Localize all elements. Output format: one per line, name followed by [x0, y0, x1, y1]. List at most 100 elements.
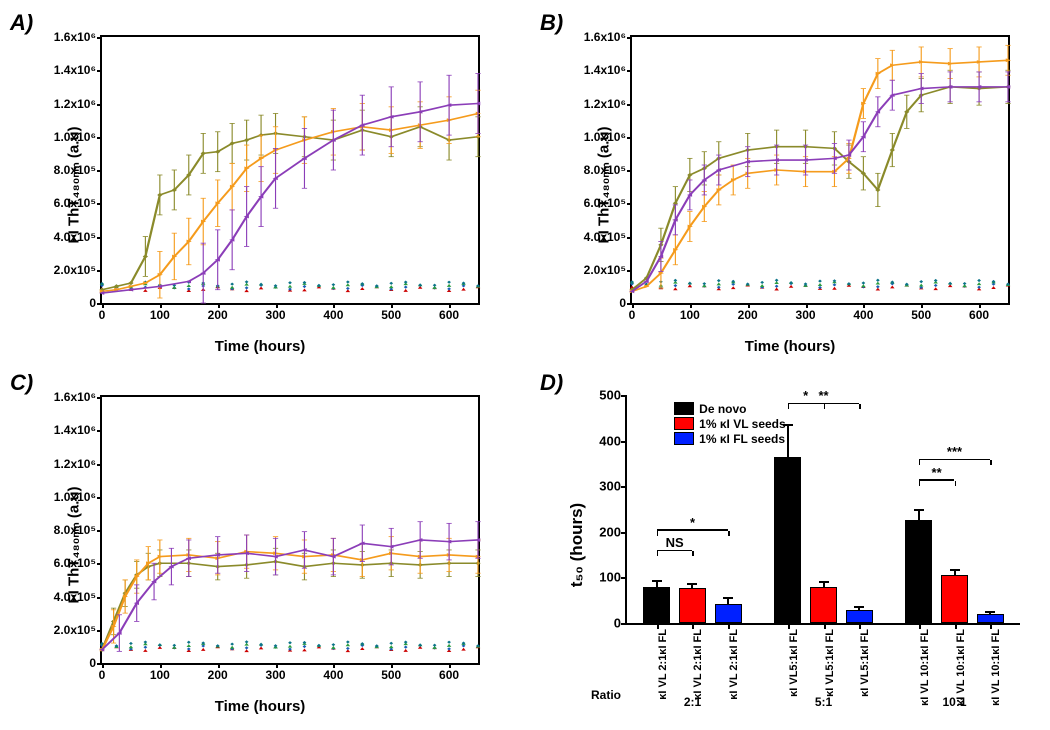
y-tick-label: 2.0x10⁵ [54, 623, 96, 637]
legend-item: De novo [674, 402, 786, 416]
bar [941, 575, 968, 623]
y-tick-label: 2.0x10⁵ [584, 263, 626, 277]
panel-d-label: D) [540, 370, 563, 396]
y-tick-label: 1.6x10⁶ [584, 30, 626, 44]
x-tick-label: 0 [99, 308, 106, 322]
panel-b-label: B) [540, 10, 563, 36]
x-tick-label: 100 [150, 308, 170, 322]
ratio-label: 10:1 [942, 695, 966, 709]
legend-label: De novo [699, 402, 746, 416]
panel-a-plot: 02.0x10⁵4.0x10⁵6.0x10⁵8.0x10⁵1.0x10⁶1.2x… [100, 35, 480, 305]
bar [977, 614, 1004, 623]
y-tick-label: 400 [599, 433, 621, 448]
panel-c-ylabel: FI ThT₄₈₀ₙₘ (a.u) [65, 486, 83, 603]
x-tick-label: 100 [680, 308, 700, 322]
bar-x-label: κI VL 2:1κI FL [657, 629, 669, 700]
y-tick-label: 1.4x10⁶ [584, 63, 626, 77]
bar-x-label: κI VL 10:1κI FL [919, 629, 931, 706]
legend: De novo1% κI VL seeds1% κI FL seeds [674, 402, 786, 447]
panel-a-label: A) [10, 10, 33, 36]
x-tick-label: 300 [266, 308, 286, 322]
panel-b-xlabel: Time (hours) [745, 338, 836, 355]
panel-c-plot: 02.0x10⁵4.0x10⁵6.0x10⁵8.0x10⁵1.0x10⁶1.2x… [100, 395, 480, 665]
panel-b-ylabel: FI ThT₄₈₀ₙₘ (a.u) [595, 126, 613, 243]
panel-b-svg [632, 37, 1008, 303]
bar [905, 520, 932, 623]
panel-d: D) 0100200300400500De novo1% κI VL seeds… [540, 370, 1040, 720]
panel-c-xlabel: Time (hours) [215, 698, 306, 715]
panel-d-ylabel: t₅₀ (hours) [567, 503, 587, 587]
y-tick-label: 1.4x10⁶ [54, 63, 96, 77]
y-tick-label: 0 [89, 296, 96, 310]
bar [846, 610, 873, 623]
y-tick-label: 200 [599, 524, 621, 539]
panel-a-xlabel: Time (hours) [215, 338, 306, 355]
x-tick-label: 500 [381, 308, 401, 322]
y-tick-label: 1.6x10⁶ [54, 30, 96, 44]
legend-label: 1% κI VL seeds [699, 417, 786, 431]
panel-a-ylabel: FI ThT₄₈₀ₙₘ (a.u) [65, 126, 83, 243]
y-tick-label: 1.2x10⁶ [54, 97, 96, 111]
x-tick-label: 300 [796, 308, 816, 322]
y-tick-label: 500 [599, 388, 621, 403]
y-tick-label: 0 [614, 616, 621, 631]
x-tick-label: 600 [969, 308, 989, 322]
x-tick-label: 600 [439, 668, 459, 682]
legend-item: 1% κI FL seeds [674, 432, 786, 446]
bar-x-label: κI VL5:1κI FL [788, 629, 800, 697]
legend-item: 1% κI VL seeds [674, 417, 786, 431]
bar-x-label: κI VL 2:1κI FL [728, 629, 740, 700]
panel-c-label: C) [10, 370, 33, 396]
x-tick-label: 400 [853, 308, 873, 322]
y-tick-label: 100 [599, 570, 621, 585]
y-tick-label: 1.6x10⁶ [54, 390, 96, 404]
x-tick-label: 600 [439, 308, 459, 322]
y-tick-label: 2.0x10⁵ [54, 263, 96, 277]
x-tick-label: 0 [629, 308, 636, 322]
legend-label: 1% κI FL seeds [699, 432, 785, 446]
bar-x-label: κI VL 2:1κI FL [692, 629, 704, 700]
legend-swatch [674, 417, 694, 430]
bar [715, 604, 742, 623]
significance-label: ** [932, 465, 942, 480]
panel-c-svg [102, 397, 478, 663]
significance-label: *** [947, 444, 962, 459]
panel-a-svg [102, 37, 478, 303]
panel-d-plot: 0100200300400500De novo1% κI VL seeds1% … [625, 395, 1020, 625]
y-tick-label: 0 [619, 296, 626, 310]
legend-swatch [674, 402, 694, 415]
panel-b: B) 02.0x10⁵4.0x10⁵6.0x10⁵8.0x10⁵1.0x10⁶1… [540, 10, 1040, 360]
x-tick-label: 0 [99, 668, 106, 682]
x-tick-label: 400 [323, 668, 343, 682]
bar [774, 457, 801, 623]
significance-label: ** [818, 388, 828, 403]
y-tick-label: 1.2x10⁶ [584, 97, 626, 111]
ratio-label: 5:1 [815, 695, 832, 709]
x-tick-label: 100 [150, 668, 170, 682]
x-tick-label: 400 [323, 308, 343, 322]
bar-x-label: κI VL5:1κI FL [824, 629, 836, 697]
bar-x-label: κI VL 10:1κI FL [990, 629, 1002, 706]
bar [679, 588, 706, 623]
x-tick-label: 500 [381, 668, 401, 682]
panel-b-plot: 02.0x10⁵4.0x10⁵6.0x10⁵8.0x10⁵1.0x10⁶1.2x… [630, 35, 1010, 305]
x-tick-label: 300 [266, 668, 286, 682]
ratio-label: 2:1 [684, 695, 701, 709]
panel-a: A) 02.0x10⁵4.0x10⁵6.0x10⁵8.0x10⁵1.0x10⁶1… [10, 10, 510, 360]
significance-label: * [690, 515, 695, 530]
x-tick-label: 500 [911, 308, 931, 322]
bar [643, 587, 670, 623]
legend-swatch [674, 432, 694, 445]
bar [810, 587, 837, 623]
significance-label: NS [666, 535, 684, 550]
y-tick-label: 0 [89, 656, 96, 670]
y-tick-label: 1.4x10⁶ [54, 423, 96, 437]
bar-x-label: κI VL5:1κI FL [859, 629, 871, 697]
panel-c: C) 02.0x10⁵4.0x10⁵6.0x10⁵8.0x10⁵1.0x10⁶1… [10, 370, 510, 720]
y-tick-label: 1.2x10⁶ [54, 457, 96, 471]
x-tick-label: 200 [208, 308, 228, 322]
y-tick-label: 300 [599, 479, 621, 494]
x-tick-label: 200 [738, 308, 758, 322]
significance-label: * [803, 388, 808, 403]
ratio-title: Ratio [591, 688, 621, 702]
